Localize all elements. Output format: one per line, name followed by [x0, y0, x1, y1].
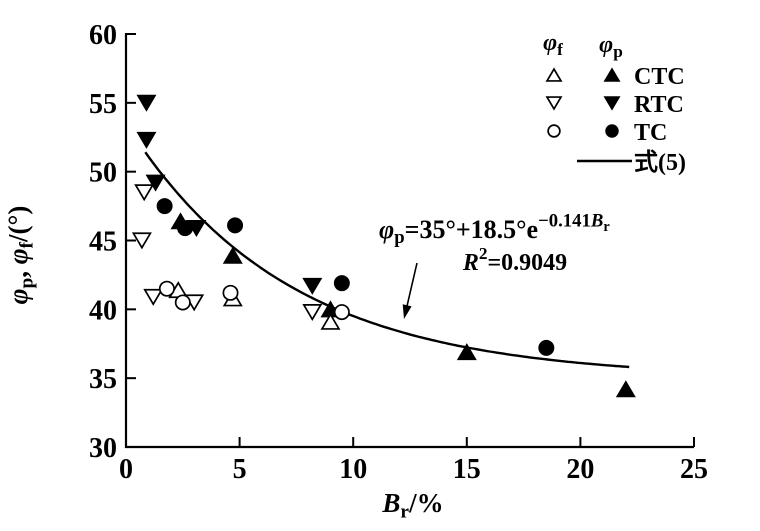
data-point-tc-phi-p — [177, 220, 194, 237]
data-point-tc-phi-p — [156, 198, 173, 215]
y-tick-label: 35 — [89, 364, 117, 395]
x-tick-label: 5 — [233, 454, 247, 485]
legend-label-ctc: CTC — [634, 64, 685, 90]
legend-marker-filled-tc — [605, 124, 619, 138]
data-point-rtc-phi-f — [134, 184, 155, 202]
data-point-tc-phi-f — [222, 284, 239, 301]
data-point-rtc-phi-f — [143, 288, 164, 306]
legend-header-phi-f: φf — [543, 30, 563, 59]
data-point-ctc-phi-p — [222, 246, 243, 264]
y-tick-label: 30 — [89, 433, 117, 464]
data-point-ctc-phi-p — [615, 380, 636, 398]
x-tick-label: 20 — [566, 454, 594, 485]
legend-label-eq5: 式(5) — [634, 149, 686, 176]
y-axis: 30 35 40 45 50 55 60 — [89, 20, 136, 464]
data-point-tc-phi-p — [538, 339, 555, 356]
data-point-tc-phi-f — [174, 294, 191, 311]
data-point-tc-phi-f — [158, 280, 175, 297]
x-tick-label: 10 — [339, 454, 367, 485]
data-point-rtc-phi-p — [136, 131, 157, 149]
y-axis-label: φp, φf/(°) — [3, 206, 37, 305]
data-point-rtc-phi-p — [145, 174, 166, 192]
legend-marker-filled-ctc — [603, 67, 621, 82]
r-squared-text: R2=0.9049 — [462, 244, 567, 276]
data-point-ctc-phi-f — [320, 312, 341, 330]
legend-header-phi-p: φp — [599, 32, 623, 61]
series-tc-phi-p — [156, 198, 555, 356]
data-point-tc-phi-p — [227, 217, 244, 234]
data-point-rtc-phi-p — [136, 94, 157, 112]
y-tick-label: 50 — [89, 158, 117, 189]
legend-marker-open-rtc — [545, 96, 563, 111]
y-tick-label: 60 — [89, 20, 117, 51]
x-tick-label: 0 — [119, 454, 133, 485]
series-tc-phi-f — [158, 280, 350, 321]
y-tick-label: 40 — [89, 295, 117, 326]
data-point-rtc-phi-p — [302, 277, 323, 295]
legend-marker-filled-rtc — [603, 96, 621, 111]
x-tick-label: 15 — [453, 454, 481, 485]
x-axis: 0 5 10 15 20 25 — [119, 437, 708, 485]
data-point-rtc-phi-f — [131, 232, 152, 250]
fit-curve — [144, 151, 630, 369]
legend-label-tc: TC — [634, 120, 667, 146]
data-point-tc-phi-f — [333, 304, 350, 321]
y-tick-label: 45 — [89, 227, 117, 258]
x-axis-label: Br/% — [381, 488, 443, 522]
annotation-arrow-line — [404, 262, 418, 314]
data-point-tc-phi-p — [333, 275, 350, 292]
legend-marker-open-tc — [547, 124, 561, 138]
data-point-ctc-phi-p — [456, 343, 477, 361]
y-tick-label: 55 — [89, 89, 117, 120]
equation-text: φp=35°+18.5°e−0.141Br — [379, 210, 610, 248]
x-tick-label: 25 — [680, 454, 708, 485]
data-point-rtc-phi-f — [302, 304, 323, 321]
annotation-arrowhead — [402, 304, 412, 319]
legend-label-rtc: RTC — [634, 92, 684, 118]
legend-marker-open-ctc — [545, 67, 563, 82]
